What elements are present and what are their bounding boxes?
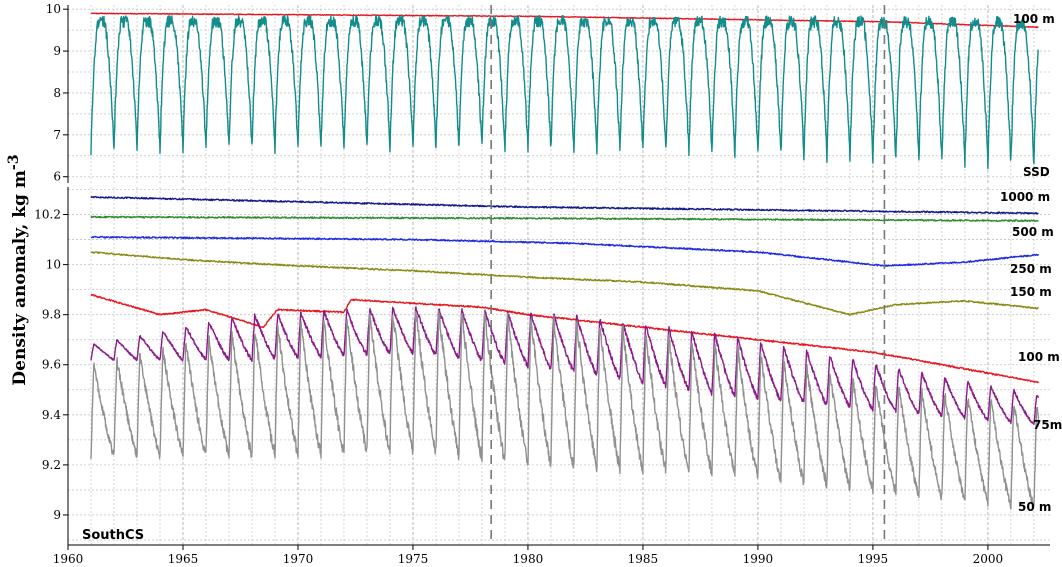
x-tick-label: 1975 (398, 552, 429, 566)
label-75m: 75m (1033, 418, 1062, 432)
region-label: SouthCS (82, 528, 144, 543)
label-50m: 50 m (1018, 500, 1051, 514)
y-tick-label: 6 (53, 170, 61, 184)
label-100m: 100 m (1018, 350, 1060, 364)
x-tick-label: 1960 (53, 552, 84, 566)
series-labels: 100 m SSD 1000 m 500 m 250 m 150 m 100 m 75m 50 … (82, 12, 1062, 543)
label-ssd: SSD (1023, 165, 1050, 179)
series-ssd (90, 14, 1039, 170)
x-tick-label: 1965 (168, 552, 199, 566)
y-tick-label: 8 (53, 86, 61, 100)
y-tick-label: 9 (53, 44, 61, 58)
y-tick-label: 9.4 (42, 408, 61, 422)
x-tick-label: 1970 (283, 552, 314, 566)
label-250m: 250 m (1010, 262, 1052, 276)
y-tick-label: 9.2 (42, 458, 61, 472)
y-tick-label: 9 (53, 508, 61, 522)
y-tick-label: 10.2 (34, 208, 61, 222)
grid (67, 5, 1050, 545)
label-1000m: 1000 m (1000, 190, 1050, 204)
series-1000m (90, 195, 1039, 215)
x-tick-label: 1990 (743, 552, 774, 566)
series-250m (90, 235, 1040, 267)
y-tick-label: 7 (53, 128, 61, 142)
tick-labels: 1960 1965 1970 1975 1980 1985 1990 1995 2000 6 7 8 9… (34, 2, 1003, 566)
y-tick-label: 9.8 (42, 308, 61, 322)
series-layer (90, 12, 1040, 510)
event-lines (490, 5, 886, 545)
series-100m (90, 293, 1040, 384)
x-tick-label: 1995 (858, 552, 889, 566)
y-tick-label: 9.6 (42, 358, 61, 372)
x-tick-label: 1985 (628, 552, 659, 566)
series-50m (90, 310, 1040, 510)
label-500m: 500 m (1012, 225, 1054, 239)
series-500m (90, 215, 1039, 223)
label-100m_top: 100 m (1013, 12, 1055, 26)
x-tick-label: 2000 (973, 552, 1004, 566)
y-tick-label: 10 (46, 258, 61, 272)
label-150m: 150 m (1010, 285, 1052, 299)
series-150m (90, 251, 1040, 316)
y-tick-label: 10 (46, 2, 61, 16)
series-75m (90, 306, 1040, 426)
x-tick-label: 1980 (513, 552, 544, 566)
axes (63, 5, 1050, 550)
